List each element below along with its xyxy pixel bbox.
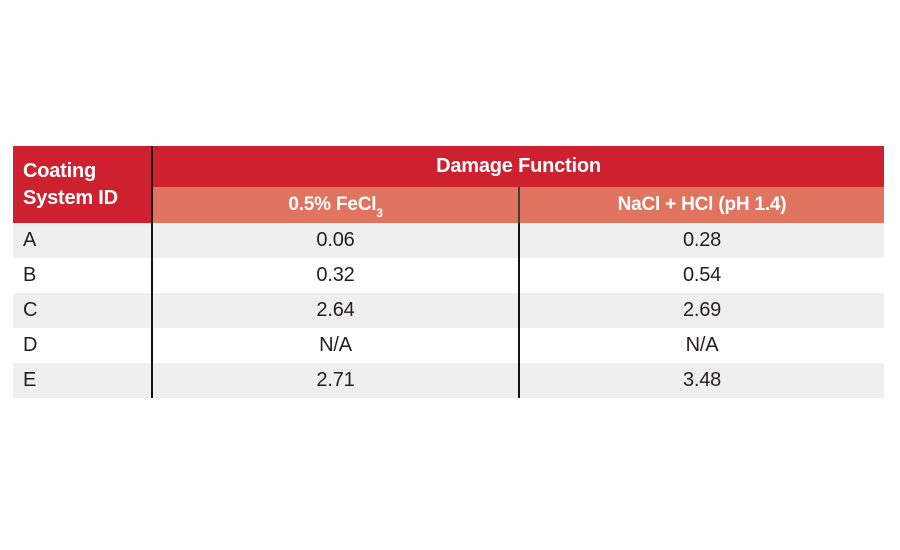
table-row: A 0.06 0.28 bbox=[13, 223, 885, 258]
table-row: D N/A N/A bbox=[13, 328, 885, 363]
column-header-fecl3-subscript: 3 bbox=[376, 206, 383, 220]
column-header-fecl3-label: 0.5% FeCl bbox=[288, 194, 377, 215]
group-header-damage-function: Damage Function bbox=[152, 146, 885, 187]
table-row: C 2.64 2.69 bbox=[13, 293, 885, 328]
cell-coating-system-id: E bbox=[13, 363, 153, 398]
cell-nacl-hcl-value: 2.69 bbox=[682, 299, 722, 321]
cell-fecl3-value: 2.64 bbox=[152, 293, 520, 328]
sub-header-row: 0.5% FeCl3 NaCl + HCl (pH 1.4) bbox=[13, 187, 885, 223]
cell-nacl-hcl-value: N/A bbox=[685, 334, 719, 356]
damage-function-table-wrap: Coating System ID Damage Function 0.5% F… bbox=[13, 146, 885, 398]
group-header-row: Coating System ID Damage Function bbox=[13, 146, 885, 223]
table-body: A 0.06 0.28 B 0.32 0.54 C 2.64 2.69 D N/A N/A E 2.71 3… bbox=[13, 223, 885, 398]
corner-header-line2: System ID bbox=[23, 186, 118, 209]
cell-nacl-hcl-value: 3.48 bbox=[682, 369, 722, 391]
table-row: B 0.32 0.54 bbox=[13, 258, 885, 293]
cell-fecl3-value: 0.06 bbox=[152, 223, 520, 258]
cell-nacl-hcl-value: 0.54 bbox=[682, 264, 722, 286]
cell-coating-system-id: C bbox=[13, 293, 153, 328]
damage-function-table: Coating System ID Damage Function 0.5% F… bbox=[13, 146, 885, 398]
column-header-nacl-hcl: NaCl + HCl (pH 1.4) bbox=[519, 187, 885, 223]
cell-fecl3-value: 0.32 bbox=[152, 258, 520, 293]
column-header-fecl3: 0.5% FeCl3 bbox=[152, 187, 520, 223]
column-header-nacl-hcl-label: NaCl + HCl (pH 1.4) bbox=[617, 194, 787, 215]
table-header: Coating System ID Damage Function 0.5% F… bbox=[13, 146, 885, 223]
cell-coating-system-id: A bbox=[13, 223, 153, 258]
cell-fecl3-value: N/A bbox=[152, 328, 520, 363]
corner-header-line1: Coating bbox=[23, 160, 97, 183]
cell-coating-system-id: B bbox=[13, 258, 153, 293]
cell-nacl-hcl-value: 0.28 bbox=[682, 229, 722, 251]
cell-coating-system-id: D bbox=[13, 328, 153, 363]
corner-header-coating-system-id: Coating System ID bbox=[13, 146, 153, 223]
cell-fecl3-value: 2.71 bbox=[152, 363, 520, 398]
table-row: E 2.71 3.48 bbox=[13, 363, 885, 398]
